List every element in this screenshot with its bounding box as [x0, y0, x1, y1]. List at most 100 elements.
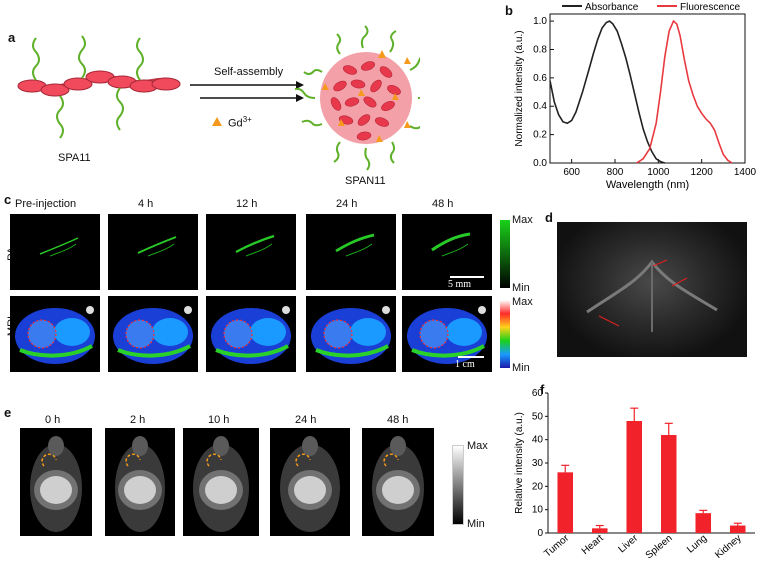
time-label-c: Pre-injection	[15, 198, 77, 210]
y-tick-label: 0.2	[533, 130, 547, 141]
nir-vessels	[586, 259, 718, 332]
mri-slice	[15, 306, 95, 364]
time-label-c: 48 h	[432, 198, 454, 210]
mri-slice	[311, 306, 391, 364]
pa-image	[206, 214, 296, 290]
pa-image	[306, 214, 396, 290]
y-axis-label: Normalized intensity (a.u.)	[514, 30, 525, 146]
x-tick-label: 1400	[734, 167, 757, 178]
pa-image	[402, 214, 492, 290]
e-colorbar-min: Min	[467, 518, 485, 530]
mri-image	[10, 296, 100, 372]
time-label-e: 2 h	[130, 414, 146, 426]
legend-label-1: Fluorescence	[680, 2, 740, 13]
panel-b-label: b	[505, 3, 513, 18]
pa-signal	[235, 234, 275, 257]
biodistribution-chart: 0 10 20 30 40 50 60 Relative intensity (a.u.) Tu…	[514, 388, 755, 561]
x-tick-label: Spleen	[644, 533, 675, 561]
panel-f-label: f	[540, 382, 545, 397]
y-tick-label: 50	[532, 411, 544, 422]
nir-mouse-image	[20, 428, 92, 536]
time-label-c: 24 h	[336, 198, 358, 210]
y-tick-label: 10	[532, 505, 544, 516]
gd-ion-base: Gd	[228, 117, 243, 130]
x-tick-label: 1200	[691, 167, 714, 178]
x-tick-label: 600	[563, 167, 580, 178]
legend-label-0: Absorbance	[585, 2, 639, 13]
mouse-silhouette	[280, 436, 340, 532]
x-tick-label: 800	[607, 167, 624, 178]
x-tick-label: Lung	[685, 533, 709, 556]
plot-frame	[549, 13, 746, 164]
nir-mouse-image	[105, 428, 175, 536]
bar-heart	[591, 528, 608, 533]
mouse-silhouette	[372, 436, 424, 532]
gd-triangle-icon	[212, 117, 222, 126]
panel-e-label: e	[4, 405, 12, 420]
mri-image	[108, 296, 198, 372]
y-tick-label: 0.8	[533, 44, 547, 55]
pa-colorbar	[500, 220, 510, 288]
time-label-c: 12 h	[236, 198, 258, 210]
span11-label: SPAN11	[345, 175, 386, 187]
mri-colorbar-min: Min	[512, 362, 530, 374]
bar-liver	[626, 421, 643, 533]
mri-image	[306, 296, 396, 372]
x-tick-label: Tumor	[542, 532, 571, 559]
mri-image	[402, 296, 492, 372]
pa-image	[10, 214, 100, 290]
x-tick-label: Kidney	[713, 533, 743, 561]
nir-mouse-image	[270, 428, 350, 536]
bar-spleen	[660, 435, 677, 533]
series-line-0	[549, 20, 666, 164]
mouse-silhouette	[30, 436, 82, 532]
x-tick-label: Heart	[580, 533, 606, 557]
time-label-c: 4 h	[138, 198, 154, 210]
y-tick-label: 40	[532, 435, 544, 446]
bar-lung	[695, 513, 712, 533]
e-colorbar	[452, 445, 464, 525]
bar-tumor	[557, 472, 574, 533]
gd-ion-label: Gd3+	[228, 115, 252, 130]
y-tick-label: 0.4	[533, 101, 547, 112]
x-tick-label: 1000	[647, 167, 670, 178]
y-tick-label: 0	[537, 528, 543, 539]
series-line-1	[636, 19, 733, 164]
mri-scale-label: 1 cm	[455, 359, 475, 370]
pa-image	[108, 214, 198, 290]
y-tick-label: 60	[532, 388, 544, 399]
spa11-label: SPA11	[58, 152, 91, 164]
panel-d-label: d	[545, 210, 553, 225]
mri-colorbar	[500, 300, 510, 368]
x-tick-label: Liver	[616, 532, 640, 555]
nir-image-d	[557, 222, 747, 357]
mri-slice	[211, 306, 291, 364]
mouse-silhouette	[193, 436, 249, 532]
mouse-silhouette	[115, 436, 165, 532]
mri-scale-bar	[458, 356, 484, 358]
pa-colorbar-max: Max	[512, 214, 533, 226]
pa-signal	[431, 232, 471, 257]
panel-a-schematic	[17, 25, 420, 171]
panel-c-label: c	[4, 192, 12, 207]
y-tick-label: 0.6	[533, 73, 547, 84]
time-label-e: 24 h	[295, 414, 317, 426]
bar-kidney	[729, 525, 746, 533]
mri-slice	[113, 306, 193, 364]
pa-signal	[335, 233, 375, 257]
mri-slice	[407, 306, 487, 364]
time-label-e: 48 h	[387, 414, 409, 426]
nir-mouse-image	[362, 428, 434, 536]
gd-ion-charge: 3+	[242, 115, 252, 124]
time-label-e: 10 h	[208, 414, 230, 426]
span11-nanoparticle-icon	[294, 25, 420, 171]
spectrum-chart: 600 800 1000 1200 1400 0.0 0.2 0.4 0.6 0.8 1.0 Wave…	[514, 2, 757, 191]
y-tick-label: 30	[532, 458, 544, 469]
x-axis-label: Wavelength (nm)	[606, 179, 689, 191]
nir-mouse-image	[183, 428, 259, 536]
mri-colorbar-max: Max	[512, 296, 533, 308]
self-assembly-label: Self-assembly	[214, 66, 284, 78]
y-tick-label: 20	[532, 481, 544, 492]
spa11-polymer-icon	[17, 35, 181, 139]
panel-a-label: a	[8, 30, 16, 45]
